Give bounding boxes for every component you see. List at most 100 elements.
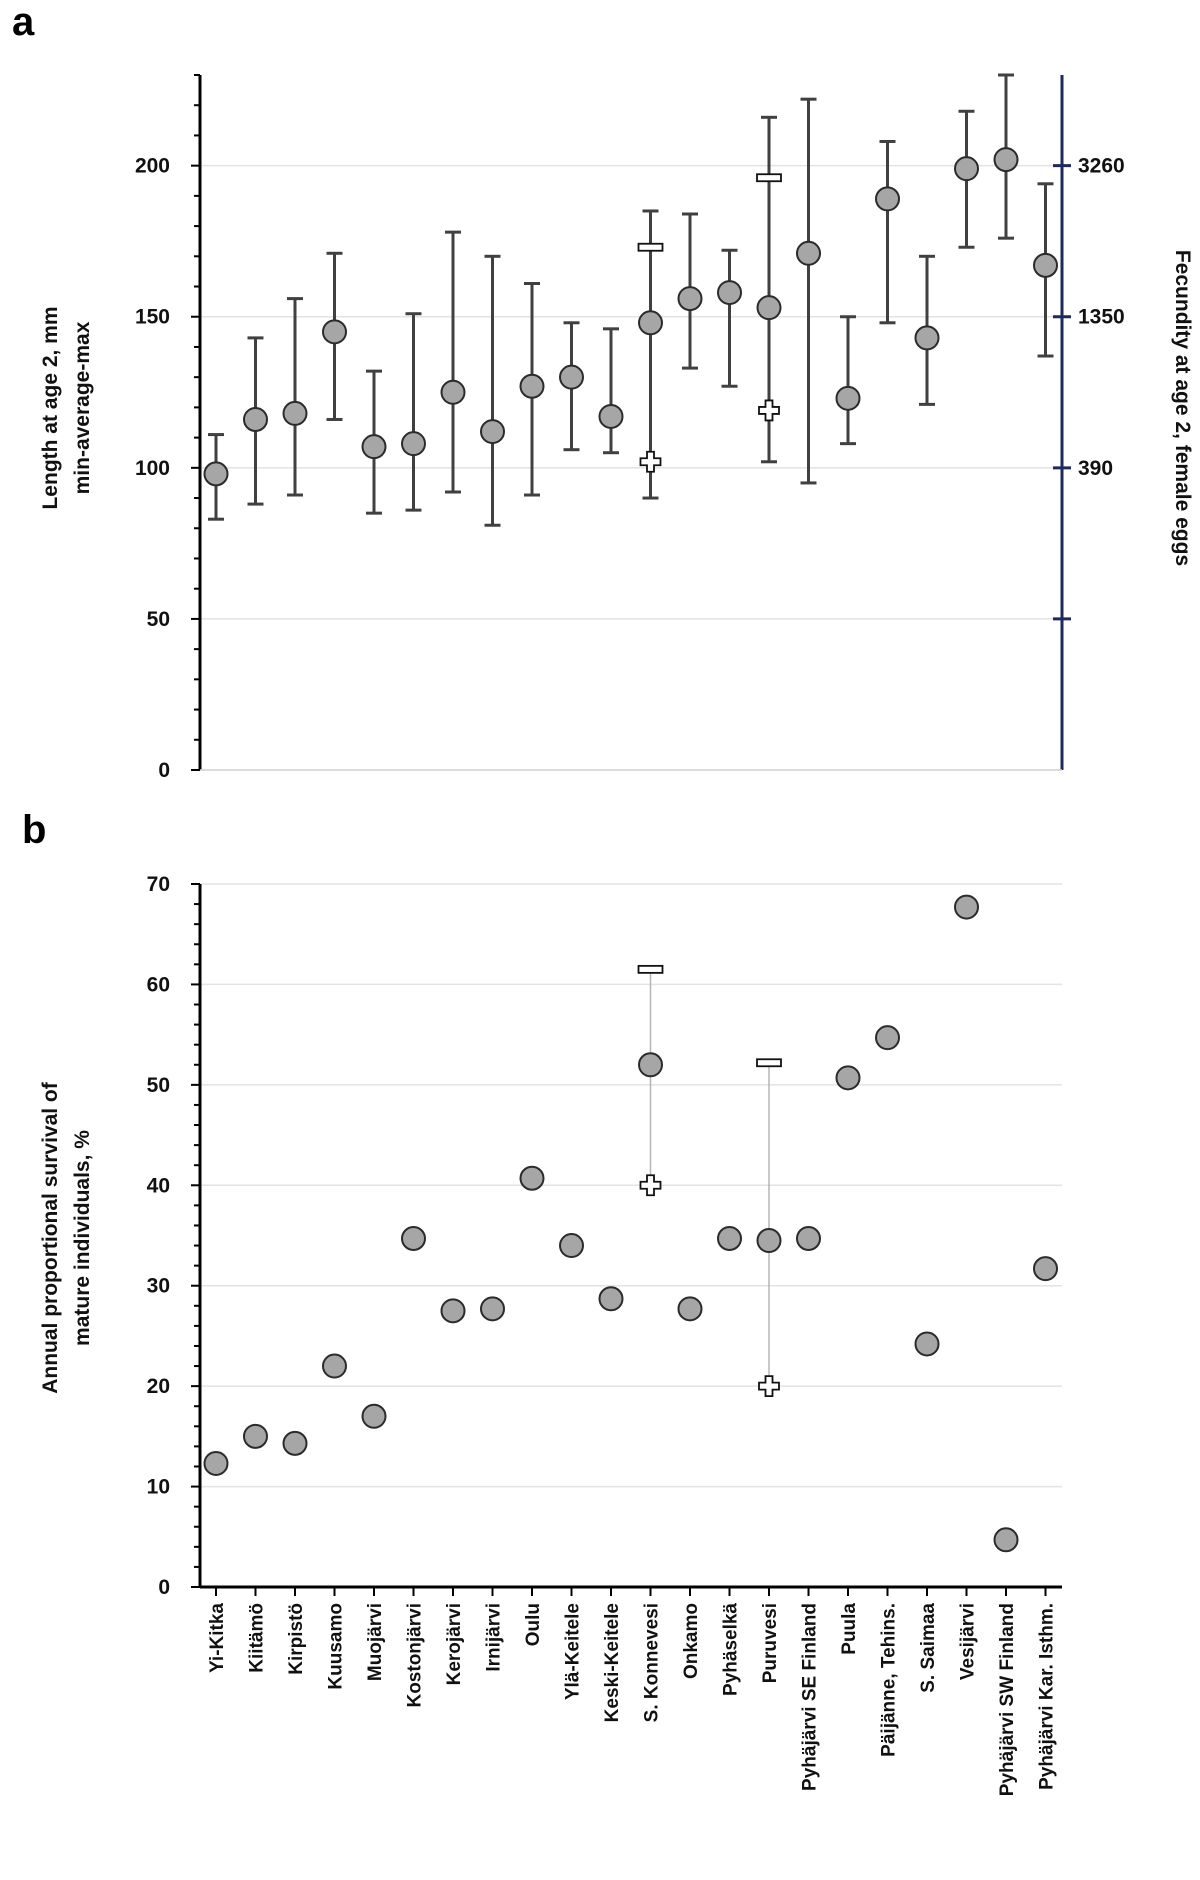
point-pyh-j-rvi-sw-finland bbox=[993, 147, 1019, 173]
point-puruvesi bbox=[756, 295, 782, 321]
panel-b-points bbox=[203, 894, 1058, 1553]
x-label-s-saimaa: S. Saimaa bbox=[918, 1603, 939, 1693]
point-kostonj-rvi bbox=[401, 1226, 426, 1252]
point-s-konnevesi bbox=[638, 310, 663, 336]
point-kiit-m bbox=[243, 1423, 268, 1449]
point-pyh-j-rvi-se-finland bbox=[796, 240, 821, 266]
point-p-ij-nne-tehins bbox=[875, 186, 900, 212]
panel-a-letter: a bbox=[12, 0, 35, 44]
point-pyh-selk bbox=[717, 1226, 742, 1252]
point-pyh-selk bbox=[717, 280, 742, 306]
panel-a-error-bars bbox=[208, 73, 1054, 527]
a-dash-marker-s-konnevesi bbox=[637, 242, 664, 252]
x-label-vesij-rvi: Vesijärvi bbox=[958, 1603, 979, 1680]
x-label-muoj-rvi: Muojärvi bbox=[365, 1603, 386, 1681]
x-label-yi-kitka: Yi-Kitka bbox=[207, 1603, 228, 1673]
point-s-saimaa bbox=[914, 325, 940, 351]
point-pyh-j-rvi-sw-finland bbox=[993, 1527, 1019, 1553]
panel-b-axes bbox=[198, 884, 1062, 1596]
panel-a-chart: 0 50 100 150 200 390 1350 3260 Length at age 2… bbox=[39, 73, 1194, 782]
point-puula bbox=[835, 385, 861, 411]
point-vesij-rvi bbox=[954, 156, 979, 182]
point-s-saimaa bbox=[914, 1331, 940, 1357]
point-kuusamo bbox=[322, 1353, 347, 1379]
b-dash-marker-s-konnevesi bbox=[637, 964, 664, 974]
point-s-konnevesi bbox=[638, 1052, 663, 1078]
point-onkamo bbox=[677, 1296, 703, 1322]
x-label-pyh-j-rvi-kar-isthm: Pyhäjärvi Kar. Isthm. bbox=[1037, 1603, 1058, 1790]
point-keroj-rvi bbox=[440, 379, 466, 405]
y2-tick-label-1: 1350 bbox=[1078, 306, 1125, 329]
point-oulu bbox=[519, 1165, 545, 1191]
point-pyh-j-rvi-kar-isthm bbox=[1033, 252, 1058, 278]
x-label-pyh-j-rvi-sw-finland: Pyhäjärvi SW Finland bbox=[997, 1603, 1018, 1796]
y-tick-label-50: 50 bbox=[147, 608, 170, 631]
y2-tick-label-2: 3260 bbox=[1078, 155, 1125, 178]
x-label-onkamo: Onkamo bbox=[681, 1603, 702, 1679]
a-cross-marker-s-konnevesi bbox=[639, 450, 662, 473]
point-muoj-rvi bbox=[361, 434, 387, 460]
x-label-irnij-rvi: Irnijärvi bbox=[484, 1603, 505, 1672]
point-puruvesi bbox=[756, 1228, 782, 1254]
point-pyh-j-rvi-se-finland bbox=[796, 1226, 821, 1252]
x-label-puruvesi: Puruvesi bbox=[760, 1603, 781, 1683]
point-puula bbox=[835, 1065, 861, 1091]
y-tick-label-10: 10 bbox=[147, 1476, 170, 1499]
point-yi-kitka bbox=[203, 1450, 229, 1476]
point-keski-keitele bbox=[598, 403, 624, 429]
panel-b-range-lines bbox=[649, 969, 770, 1387]
x-label-pyh-j-rvi-se-finland: Pyhäjärvi SE Finland bbox=[800, 1603, 821, 1791]
y-tick-label-40: 40 bbox=[147, 1174, 170, 1197]
x-label-keski-keitele: Keski-Keitele bbox=[602, 1603, 623, 1722]
point-yl-keitele bbox=[559, 364, 584, 390]
panel-a-points bbox=[203, 147, 1058, 487]
y-tick-label-50: 50 bbox=[147, 1074, 170, 1097]
y2-tick-label-0: 390 bbox=[1078, 457, 1113, 480]
x-label-kirpist: Kirpistö bbox=[286, 1603, 307, 1675]
b-cross-marker-puruvesi bbox=[758, 1375, 780, 1398]
x-label-p-ij-nne-tehins: Päijänne, Tehins. bbox=[879, 1603, 900, 1757]
point-keski-keitele bbox=[598, 1286, 624, 1312]
y-tick-label-30: 30 bbox=[147, 1275, 170, 1298]
x-label-keroj-rvi: Kerojärvi bbox=[444, 1603, 465, 1685]
panel-b-y-ticks: 0 10 20 30 40 50 60 70 bbox=[147, 873, 200, 1599]
point-yi-kitka bbox=[203, 461, 229, 487]
panel-b-chart: 0 10 20 30 40 50 60 70 Yi-Kitka Kiitämö Kirpistö K… bbox=[39, 873, 1062, 1796]
b-cross-marker-s-konnevesi bbox=[639, 1174, 662, 1197]
x-label-kostonj-rvi: Kostonjärvi bbox=[405, 1603, 426, 1708]
y-tick-label-20: 20 bbox=[147, 1375, 170, 1398]
y-tick-label-0: 0 bbox=[158, 759, 170, 782]
panel-a-axes bbox=[198, 75, 1064, 771]
point-yl-keitele bbox=[559, 1233, 584, 1259]
panel-b-y-label-line2: mature individuals, % bbox=[71, 1130, 94, 1346]
point-p-ij-nne-tehins bbox=[875, 1025, 900, 1051]
point-keroj-rvi bbox=[440, 1298, 466, 1324]
x-label-puula: Puula bbox=[839, 1603, 860, 1655]
panel-b-gridlines bbox=[200, 883, 1062, 1488]
point-kostonj-rvi bbox=[401, 431, 426, 457]
point-kiit-m bbox=[243, 406, 268, 432]
point-kuusamo bbox=[322, 319, 347, 345]
panel-a-extra-markers bbox=[637, 173, 782, 473]
a-cross-marker-puruvesi bbox=[758, 399, 780, 422]
point-muoj-rvi bbox=[361, 1403, 387, 1429]
x-label-oulu: Oulu bbox=[523, 1603, 544, 1646]
point-kirpist bbox=[282, 1430, 308, 1456]
panel-a-y-label-line2: min-average-max bbox=[71, 321, 94, 494]
y-tick-label-0: 0 bbox=[158, 1576, 170, 1599]
point-kirpist bbox=[282, 400, 308, 426]
y-tick-label-100: 100 bbox=[135, 457, 170, 480]
panel-a-y2-label: Fecundity at age 2, female eggs bbox=[1171, 250, 1194, 566]
x-label-kiit-m: Kiitämö bbox=[247, 1603, 268, 1673]
x-label-yl-keitele: Ylä-Keitele bbox=[563, 1603, 584, 1700]
panel-a-gridlines bbox=[200, 164, 1062, 620]
b-dash-marker-puruvesi bbox=[756, 1058, 782, 1068]
point-vesij-rvi bbox=[954, 894, 979, 920]
panel-b-letter: b bbox=[22, 808, 46, 852]
a-dash-marker-puruvesi bbox=[756, 173, 782, 183]
point-pyh-j-rvi-kar-isthm bbox=[1033, 1256, 1058, 1282]
point-irnij-rvi bbox=[480, 1296, 505, 1322]
point-oulu bbox=[519, 373, 545, 399]
point-onkamo bbox=[677, 286, 703, 312]
